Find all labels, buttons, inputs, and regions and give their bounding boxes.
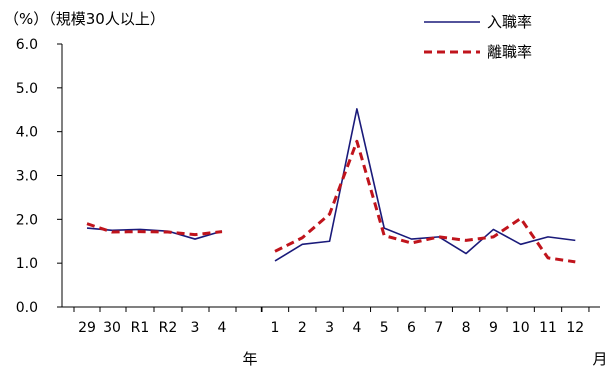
x-tick-label: 10	[512, 320, 530, 336]
y-axis-ticks: 0.0 1.0 2.0 3.0 4.0 5.0 6.0	[16, 37, 62, 316]
series-line-annual-1	[86, 227, 223, 240]
y-tick-label: 1.0	[16, 256, 38, 272]
x-tick-label: 5	[380, 320, 389, 336]
y-tick-label: 0.0	[16, 300, 38, 316]
series-line-monthly-1	[274, 108, 576, 262]
chart-axes	[61, 44, 600, 308]
y-tick-label: 2.0	[16, 212, 38, 228]
legend-label-2: 離職率	[487, 43, 532, 61]
y-tick-label: 3.0	[16, 169, 38, 185]
x-tick-label: 7	[434, 320, 443, 336]
monthly-group-label: 月	[592, 350, 607, 368]
x-tick-label: 12	[566, 320, 584, 336]
x-axis-ticks: 29 30 R1 R2 3 4 1 2 3 4 5 6 7 8 9 10 11 12年月	[73, 307, 608, 368]
x-tick-label: 3	[325, 320, 334, 336]
y-axis-unit-label: （%）（規模30人以上）	[4, 10, 165, 28]
x-tick-label: 4	[218, 320, 227, 336]
x-tick-label: 8	[462, 320, 471, 336]
x-tick-label: 6	[407, 320, 416, 336]
series-line-monthly-2	[274, 139, 576, 264]
x-tick-label: 30	[103, 320, 121, 336]
x-tick-label: R1	[131, 320, 150, 336]
x-tick-label: 4	[352, 320, 361, 336]
annual-group-label: 年	[242, 350, 257, 368]
x-tick-label: 29	[78, 320, 96, 336]
legend-label-1: 入職率	[487, 13, 532, 31]
y-tick-label: 4.0	[16, 125, 38, 141]
y-tick-label: 5.0	[16, 81, 38, 97]
x-tick-label: 11	[539, 320, 557, 336]
x-tick-label: 1	[271, 320, 280, 336]
data-series	[86, 108, 576, 264]
x-tick-label: 9	[489, 320, 498, 336]
x-tick-label: R2	[159, 320, 178, 336]
x-tick-label: 3	[191, 320, 200, 336]
series-line-annual-2	[86, 222, 223, 237]
y-tick-label: 6.0	[16, 37, 38, 53]
x-tick-label: 2	[298, 320, 307, 336]
